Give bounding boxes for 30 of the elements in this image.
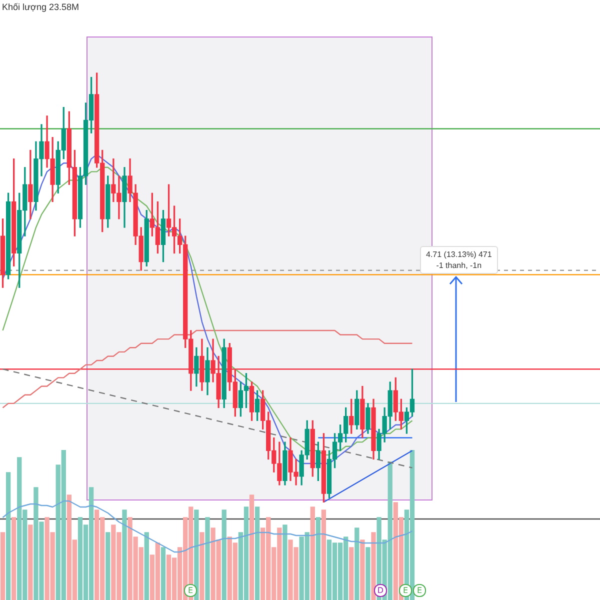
bar — [160, 547, 166, 600]
bar — [354, 528, 360, 600]
bar — [194, 510, 199, 600]
bar — [321, 510, 326, 600]
bar — [12, 517, 16, 600]
bar — [360, 540, 365, 600]
annotation: E — [399, 584, 412, 597]
annotation: D — [374, 584, 387, 597]
bar — [122, 510, 127, 600]
bar — [222, 510, 226, 600]
bar — [28, 524, 33, 600]
bar — [200, 532, 204, 600]
bar — [254, 506, 260, 600]
bar — [310, 506, 315, 600]
bar — [366, 547, 370, 600]
annotation: E — [184, 584, 197, 597]
text: Khối lượng 23.58M — [2, 2, 79, 12]
bar — [106, 532, 110, 600]
bar — [316, 517, 320, 600]
bar — [0, 532, 6, 600]
text: 4.71 (13.13%) 471 — [426, 249, 492, 260]
bar — [282, 524, 288, 600]
bar — [371, 532, 376, 600]
bar — [144, 532, 149, 600]
bar — [205, 517, 210, 600]
text: -1 thanh, -1n — [435, 260, 483, 271]
text: E — [413, 584, 426, 597]
bar — [6, 472, 11, 600]
bar — [349, 547, 354, 600]
bar — [249, 494, 254, 600]
